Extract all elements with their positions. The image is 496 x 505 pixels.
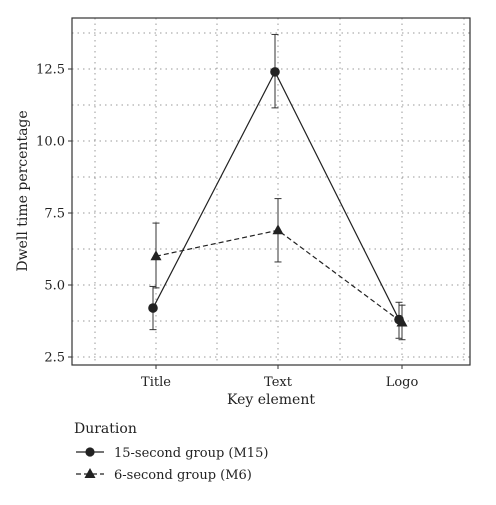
plot-panel-border (71, 17, 471, 366)
legend-label-2: 6-second group (M6) (114, 468, 252, 483)
data-point-triangle (272, 224, 284, 235)
x-axis-title: Key element (227, 392, 315, 408)
y-tick-label: 7.5 (44, 207, 65, 222)
legend-title: Duration (74, 421, 137, 437)
series-line-1 (152, 70, 400, 320)
legend-marker-circle (85, 447, 95, 457)
y-tick-label: 10.0 (36, 135, 65, 150)
x-tick-label: Logo (386, 375, 419, 390)
x-tick-label: Text (264, 375, 293, 390)
y-tick-label: 2.5 (44, 351, 65, 366)
y-tick-label: 5.0 (44, 279, 65, 294)
axis-ticks: 2.5 5.0 7.5 10.0 12.5 Title Text Logo (36, 63, 418, 391)
legend: Duration 15-second group (M15) 6-second … (74, 421, 268, 483)
legend-item-1: 15-second group (M15) (76, 446, 268, 461)
data-point-circle (148, 303, 158, 313)
y-axis-title: Dwell time percentage (15, 110, 31, 271)
data-point-circle (270, 67, 280, 77)
x-tick-label: Title (141, 375, 171, 390)
data-point-triangle (396, 316, 408, 327)
grid (72, 18, 470, 365)
y-tick-label: 12.5 (36, 63, 65, 78)
legend-label-1: 15-second group (M15) (114, 446, 268, 461)
legend-item-2: 6-second group (M6) (76, 468, 252, 483)
legend-marker-triangle (84, 468, 96, 478)
series (148, 33, 408, 341)
data-point-triangle (150, 250, 162, 261)
series-line-2 (155, 229, 403, 323)
